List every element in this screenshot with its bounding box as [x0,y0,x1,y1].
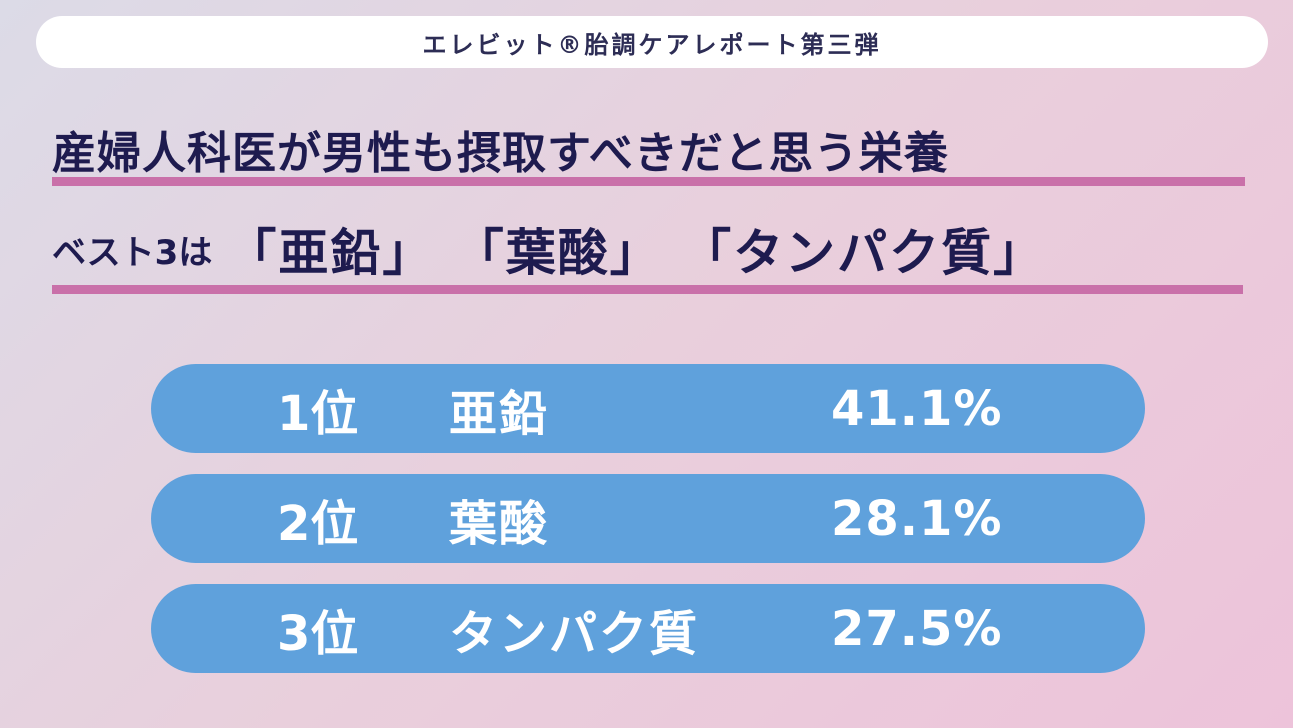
banner-title: エレビット®胎調ケアレポート第三弾 [422,30,882,59]
percent-value: 28.1% [831,490,1003,547]
ranking-row-2: 2位 葉酸 28.1% [151,474,1145,563]
rank-label: 2位 [277,495,359,552]
nutrient-name: 葉酸 [449,495,550,552]
percent-value: 41.1% [831,380,1003,437]
ranking-row-1: 1位 亜鉛 41.1% [151,364,1145,453]
headline-underline-2 [52,285,1243,294]
nutrient-name: 亜鉛 [449,385,550,442]
headline-underline-1 [52,177,1245,186]
ranking-row-3: 3位 タンパク質 27.5% [151,584,1145,673]
headline-line-2: ベスト3は 「亜鉛」 「葉酸」 「タンパク質」 [52,214,1243,294]
headline-text-1: 産婦人科医が男性も摂取すべきだと思う栄養 [52,128,949,179]
report-banner: エレビット®胎調ケアレポート第三弾 [36,16,1268,68]
headline-top3-items: 「亜鉛」 「葉酸」 「タンパク質」 [226,224,1046,282]
nutrient-name: タンパク質 [449,605,700,662]
headline-prefix: ベスト3は [52,232,213,273]
rank-label: 1位 [277,385,359,442]
percent-value: 27.5% [831,600,1003,657]
rank-label: 3位 [277,605,359,662]
headline-line-1: 産婦人科医が男性も摂取すべきだと思う栄養 [52,114,1245,186]
